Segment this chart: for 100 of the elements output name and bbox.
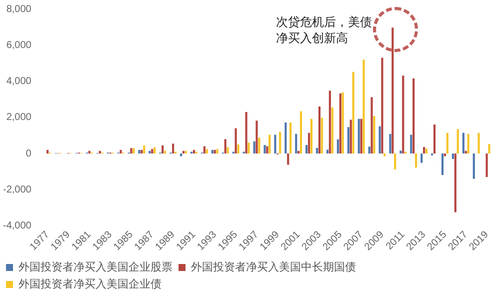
bar bbox=[143, 145, 146, 154]
bar bbox=[253, 141, 256, 154]
bar bbox=[378, 126, 381, 154]
bar bbox=[412, 78, 415, 154]
bar bbox=[140, 150, 143, 154]
bar bbox=[274, 134, 276, 154]
bar bbox=[358, 118, 360, 154]
bar bbox=[400, 150, 402, 154]
bar bbox=[342, 92, 344, 154]
bar bbox=[295, 134, 298, 154]
bar bbox=[362, 60, 365, 154]
bar bbox=[264, 145, 266, 154]
bar bbox=[172, 144, 174, 154]
bar bbox=[433, 124, 436, 154]
bar bbox=[410, 134, 412, 154]
bar bbox=[184, 150, 187, 154]
bar bbox=[347, 127, 350, 154]
bar bbox=[318, 106, 320, 154]
bar bbox=[46, 150, 49, 154]
bar bbox=[320, 118, 323, 154]
bar bbox=[402, 76, 404, 154]
y-tick-label: 8,000 bbox=[6, 4, 32, 15]
bar bbox=[446, 132, 448, 154]
bar bbox=[151, 149, 154, 154]
y-tick-label: 4,000 bbox=[6, 76, 32, 88]
bar bbox=[162, 145, 164, 154]
bar bbox=[237, 144, 240, 154]
bar bbox=[308, 132, 310, 154]
bar bbox=[289, 122, 292, 154]
bar bbox=[352, 72, 354, 154]
bar bbox=[164, 150, 166, 154]
bar bbox=[306, 145, 308, 154]
bar bbox=[138, 150, 140, 154]
bar bbox=[456, 129, 459, 154]
y-tick-label: -2,000 bbox=[2, 184, 32, 196]
bar bbox=[478, 132, 480, 154]
bar bbox=[350, 120, 352, 154]
bar bbox=[420, 154, 423, 163]
bar bbox=[326, 150, 329, 154]
bar bbox=[381, 58, 384, 154]
bar bbox=[192, 150, 196, 154]
bar bbox=[394, 154, 396, 170]
bar bbox=[336, 139, 339, 154]
bar bbox=[310, 118, 312, 154]
bar bbox=[224, 139, 226, 154]
y-tick-label: 6,000 bbox=[6, 40, 32, 51]
bar bbox=[316, 148, 318, 154]
bar bbox=[268, 134, 271, 154]
bar bbox=[130, 148, 132, 154]
bar bbox=[422, 147, 426, 154]
bar bbox=[248, 142, 250, 154]
bar bbox=[370, 97, 373, 154]
legend-label: 外国投资者净买入美国企业债 bbox=[18, 278, 162, 291]
bar bbox=[392, 28, 394, 154]
bar bbox=[384, 154, 386, 156]
bar bbox=[331, 107, 334, 154]
bar bbox=[226, 147, 229, 154]
bar bbox=[284, 122, 287, 154]
legend-label: 外国投资者净买入美国中长期国债 bbox=[191, 260, 356, 274]
bar bbox=[368, 146, 370, 154]
bar bbox=[441, 154, 444, 176]
bar bbox=[444, 154, 446, 156]
bar bbox=[120, 150, 122, 154]
bar bbox=[180, 154, 182, 156]
bar bbox=[425, 148, 428, 154]
bar bbox=[488, 144, 490, 154]
bar bbox=[266, 146, 268, 154]
bar bbox=[486, 154, 488, 178]
bar bbox=[279, 132, 282, 154]
bar bbox=[148, 150, 151, 154]
bar bbox=[389, 134, 392, 154]
bar bbox=[414, 154, 418, 168]
bar bbox=[132, 148, 135, 154]
bar bbox=[328, 90, 331, 154]
bar bbox=[214, 150, 216, 154]
bar bbox=[234, 128, 237, 154]
bar bbox=[287, 154, 290, 165]
bar bbox=[88, 150, 90, 154]
bar bbox=[298, 150, 300, 154]
bar bbox=[211, 150, 214, 154]
bar bbox=[203, 146, 206, 154]
bar bbox=[452, 154, 454, 159]
bar bbox=[258, 138, 260, 154]
y-tick-label: -4,000 bbox=[2, 220, 32, 232]
bar bbox=[464, 150, 467, 154]
bar bbox=[373, 116, 376, 154]
bar bbox=[98, 150, 101, 154]
legend-label: 外国投资者净买入美国企业股票 bbox=[18, 260, 172, 274]
bar bbox=[154, 147, 156, 154]
bar bbox=[462, 132, 464, 154]
bar bbox=[360, 118, 362, 154]
annotation: 次贷危机后，美债净买入创新高 bbox=[276, 15, 372, 46]
y-tick-label: 2,000 bbox=[6, 112, 32, 124]
bar bbox=[454, 154, 456, 212]
bar bbox=[216, 149, 218, 154]
bar bbox=[467, 134, 470, 154]
bar bbox=[182, 150, 185, 154]
bar bbox=[256, 120, 258, 154]
bar bbox=[339, 93, 342, 154]
bar bbox=[472, 154, 475, 179]
